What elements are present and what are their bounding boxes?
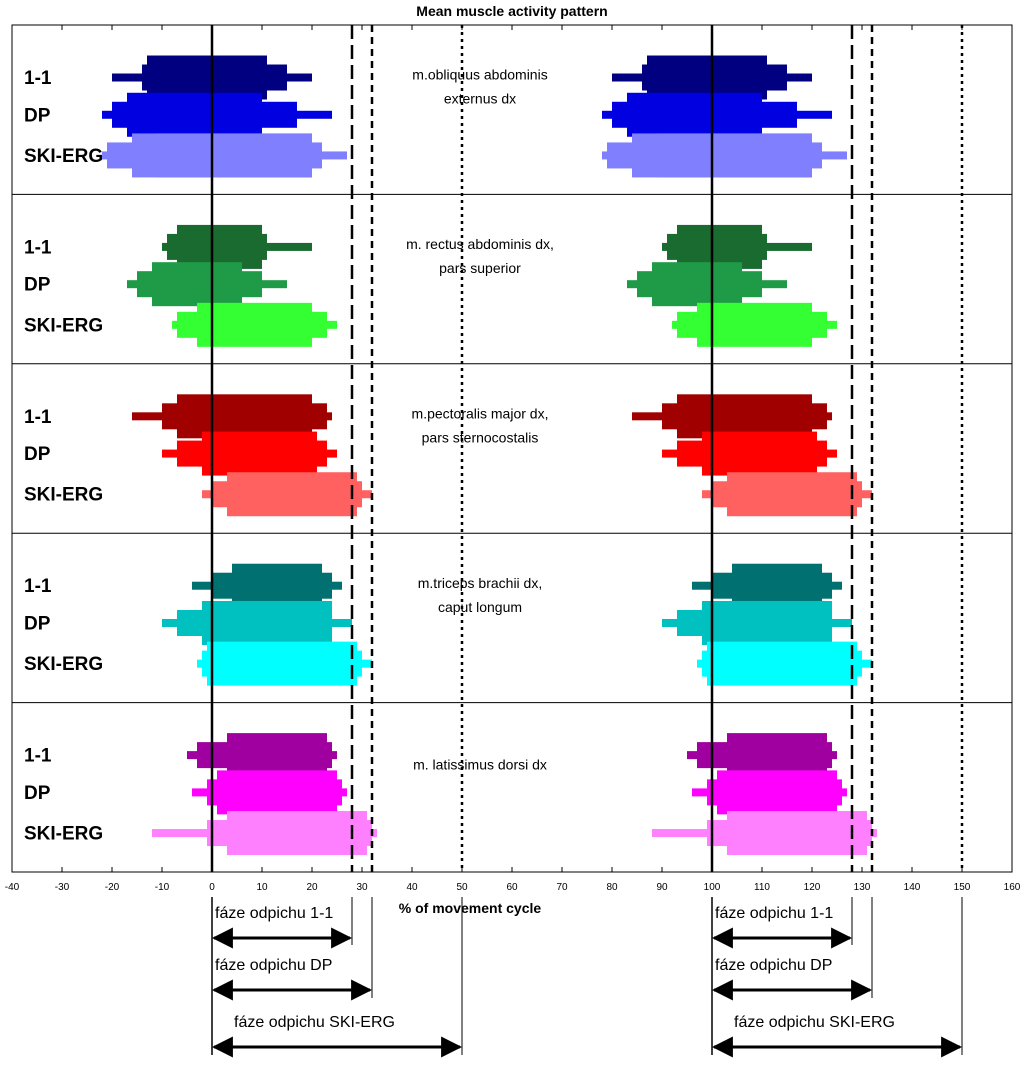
- row-label: DP: [24, 783, 51, 804]
- bar-ski-erg-level-3: [657, 133, 812, 178]
- x-tick-label: -10: [155, 882, 170, 893]
- bar-1-1-level-2: [727, 733, 827, 778]
- phase-label: fáze odpichu SKI-ERG: [234, 1014, 395, 1031]
- x-tick-label: 70: [556, 882, 568, 893]
- row-label: 1-1: [24, 407, 52, 428]
- x-tick-label: 110: [754, 882, 770, 893]
- bar-dp-level-2: [702, 431, 817, 476]
- muscle-label: pars sternocostalis: [422, 430, 539, 446]
- row-label: DP: [24, 444, 51, 465]
- row-label: 1-1: [24, 576, 52, 597]
- bar-1-1-level-2: [177, 224, 262, 269]
- bar-1-1-level-2: [232, 563, 322, 608]
- bar-ski-erg-level-2: [697, 302, 812, 347]
- bar-1-1-level-2: [147, 55, 267, 100]
- bar-1-1-level-2: [732, 563, 822, 608]
- x-tick-label: 10: [256, 882, 268, 893]
- muscle-label: caput longum: [438, 599, 522, 615]
- bar-ski-erg-level-2: [707, 641, 857, 686]
- row-label: 1-1: [24, 68, 52, 89]
- bar-ski-erg-level-2: [727, 472, 857, 517]
- bar-1-1-level-2: [647, 55, 767, 100]
- x-tick-label: -20: [105, 882, 120, 893]
- x-axis-label: % of movement cycle: [399, 900, 542, 916]
- phase-label: fáze odpichu DP: [215, 957, 332, 974]
- x-tick-label: 90: [656, 882, 668, 893]
- x-tick-label: 120: [804, 882, 821, 893]
- row-label: SKI-ERG: [24, 315, 103, 336]
- muscle-label: m.obliquus abdominis: [412, 67, 547, 83]
- bar-1-1-level-2: [677, 224, 762, 269]
- bar-ski-erg-level-2: [207, 641, 357, 686]
- muscle-label: m. rectus abdominis dx,: [406, 236, 554, 252]
- phase-label: fáze odpichu SKI-ERG: [734, 1014, 895, 1031]
- phase-label: fáze odpichu DP: [715, 957, 832, 974]
- x-tick-label: -30: [55, 882, 70, 893]
- x-tick-label: -40: [5, 882, 20, 893]
- row-label: SKI-ERG: [24, 146, 103, 167]
- bar-layer: [102, 55, 877, 856]
- x-tick-label: 150: [954, 882, 971, 893]
- bar-dp-level-2: [717, 770, 837, 815]
- x-tick-label: 20: [306, 882, 318, 893]
- label-layer: 1-1 DP SKI-ERG m.obliquus abdominis externus…: [24, 67, 554, 845]
- x-tick-label: 30: [356, 882, 368, 893]
- bar-ski-erg-level-2: [727, 811, 867, 856]
- bar-1-1-level-2: [227, 733, 327, 778]
- bar-dp-level-2: [152, 262, 242, 307]
- x-tick-label: 100: [704, 882, 721, 893]
- muscle-label: externus dx: [444, 91, 516, 107]
- row-label: SKI-ERG: [24, 485, 103, 506]
- phase-label: fáze odpichu 1-1: [215, 905, 333, 922]
- x-tick-label: 40: [406, 882, 418, 893]
- chart-title: Mean muscle activity pattern: [416, 3, 607, 19]
- bar-dp-level-2: [217, 770, 337, 815]
- row-label: DP: [24, 105, 51, 126]
- bar-1-1-level-2: [677, 394, 812, 439]
- bar-dp-level-2: [202, 431, 317, 476]
- x-axis: -40 -30 -20 -10 0 10 20 30 40 50 60 70 80 90 100 110 120…: [5, 25, 1021, 893]
- muscle-label: m.triceps brachii dx,: [418, 575, 542, 591]
- reference-lines: [210, 25, 964, 872]
- x-tick-label: 0: [209, 882, 215, 893]
- x-tick-label: 80: [606, 882, 618, 893]
- bar-ski-erg-level-2: [197, 302, 312, 347]
- x-tick-label: 130: [854, 882, 871, 893]
- x-tick-label: 160: [1004, 882, 1021, 893]
- row-label: 1-1: [24, 237, 52, 258]
- phase-label: fáze odpichu 1-1: [715, 905, 833, 922]
- row-label: SKI-ERG: [24, 824, 103, 845]
- bar-ski-erg-level-3: [157, 133, 312, 178]
- muscle-label: pars superior: [439, 260, 521, 276]
- bar-dp-level-2: [627, 92, 762, 137]
- row-label: 1-1: [24, 746, 52, 767]
- bar-dp-level-2: [202, 600, 332, 645]
- muscle-label: m. latissimus dorsi dx: [413, 756, 547, 772]
- bar-ski-erg-level-2: [227, 472, 357, 517]
- x-tick-label: 140: [904, 882, 921, 893]
- row-label: SKI-ERG: [24, 654, 103, 675]
- bar-1-1-level-2: [177, 394, 312, 439]
- row-label: DP: [24, 613, 51, 634]
- bar-dp-level-2: [127, 92, 262, 137]
- bar-ski-erg-level-2: [227, 811, 367, 856]
- bar-dp-level-2: [652, 262, 742, 307]
- phase-arrows: fáze odpichu 1-1 fáze odpichu DP fáze odpi…: [211, 897, 963, 1058]
- row-label: DP: [24, 275, 51, 296]
- muscle-label: m.pectoralis major dx,: [412, 406, 549, 422]
- bar-dp-level-2: [702, 600, 832, 645]
- x-tick-label: 60: [506, 882, 518, 893]
- x-tick-label: 50: [456, 882, 468, 893]
